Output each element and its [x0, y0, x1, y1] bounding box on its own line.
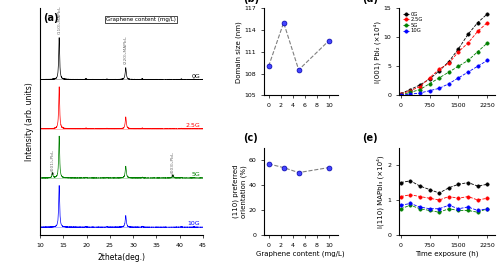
0G — [417, 83, 423, 86]
Y-axis label: I(110) MAPbI₃ (×10⁴): I(110) MAPbI₃ (×10⁴) — [377, 155, 384, 228]
10G — [426, 89, 432, 92]
Text: (001)ₚPbI₂: (001)ₚPbI₂ — [50, 149, 54, 171]
5G — [474, 50, 480, 53]
Line: 10G: 10G — [399, 59, 489, 97]
2.5G — [474, 30, 480, 33]
10G — [484, 59, 490, 62]
10G — [465, 70, 471, 74]
5G — [426, 82, 432, 85]
Text: (b): (b) — [243, 0, 259, 4]
Text: (c): (c) — [243, 133, 258, 143]
10G — [446, 82, 452, 85]
2.5G — [456, 50, 462, 53]
2.5G — [446, 62, 452, 65]
X-axis label: Graphene content (mg/L): Graphene content (mg/L) — [256, 250, 345, 257]
Line: 2.5G: 2.5G — [399, 21, 489, 96]
10G — [436, 87, 442, 90]
5G — [408, 91, 414, 94]
Y-axis label: Intensity (arb. units): Intensity (arb. units) — [26, 82, 35, 161]
Y-axis label: I(001) PbI₂ (×10⁴): I(001) PbI₂ (×10⁴) — [373, 21, 380, 83]
Line: 0G: 0G — [399, 12, 489, 95]
2.5G — [484, 21, 490, 24]
Text: (003)ₚPbI₂: (003)ₚPbI₂ — [171, 151, 175, 173]
0G — [456, 47, 462, 50]
Text: 2.5G: 2.5G — [186, 123, 200, 128]
2.5G — [417, 85, 423, 88]
0G — [446, 60, 452, 63]
2.5G — [426, 76, 432, 79]
X-axis label: Time exposure (h): Time exposure (h) — [415, 250, 478, 257]
X-axis label: 2theta(deg.): 2theta(deg.) — [98, 253, 146, 262]
Text: (a): (a) — [44, 13, 59, 23]
2.5G — [398, 93, 404, 96]
0G — [436, 69, 442, 73]
0G — [398, 92, 404, 95]
Y-axis label: Domain size (nm): Domain size (nm) — [235, 21, 242, 83]
2.5G — [436, 68, 442, 71]
5G — [417, 88, 423, 91]
10G — [456, 76, 462, 79]
Text: 10G: 10G — [188, 221, 200, 227]
5G — [398, 93, 404, 96]
Text: (e): (e) — [362, 133, 378, 143]
0G — [408, 88, 414, 91]
5G — [446, 70, 452, 74]
Text: *: * — [172, 174, 174, 180]
Legend: 0G, 2.5G, 5G, 10G: 0G, 2.5G, 5G, 10G — [402, 11, 424, 35]
Text: Graphene content (mg/L): Graphene content (mg/L) — [106, 17, 176, 22]
5G — [456, 65, 462, 68]
5G — [436, 76, 442, 79]
0G — [426, 77, 432, 81]
Text: (220)ₚMAPbI₃: (220)ₚMAPbI₃ — [124, 35, 128, 64]
2.5G — [408, 89, 414, 92]
Text: 0G: 0G — [192, 74, 200, 79]
10G — [398, 93, 404, 97]
Text: (110)ₚMAPbI₃: (110)ₚMAPbI₃ — [57, 6, 61, 34]
Line: 5G: 5G — [399, 41, 489, 96]
0G — [484, 12, 490, 16]
Text: 5G: 5G — [192, 172, 200, 177]
10G — [474, 65, 480, 68]
10G — [408, 93, 414, 96]
Y-axis label: (110) preferred
orientation (%): (110) preferred orientation (%) — [233, 164, 247, 218]
5G — [465, 59, 471, 62]
2.5G — [465, 41, 471, 45]
10G — [417, 91, 423, 94]
Text: *: * — [51, 171, 54, 178]
Text: (d): (d) — [362, 0, 378, 4]
0G — [474, 21, 480, 24]
0G — [465, 33, 471, 36]
5G — [484, 41, 490, 45]
